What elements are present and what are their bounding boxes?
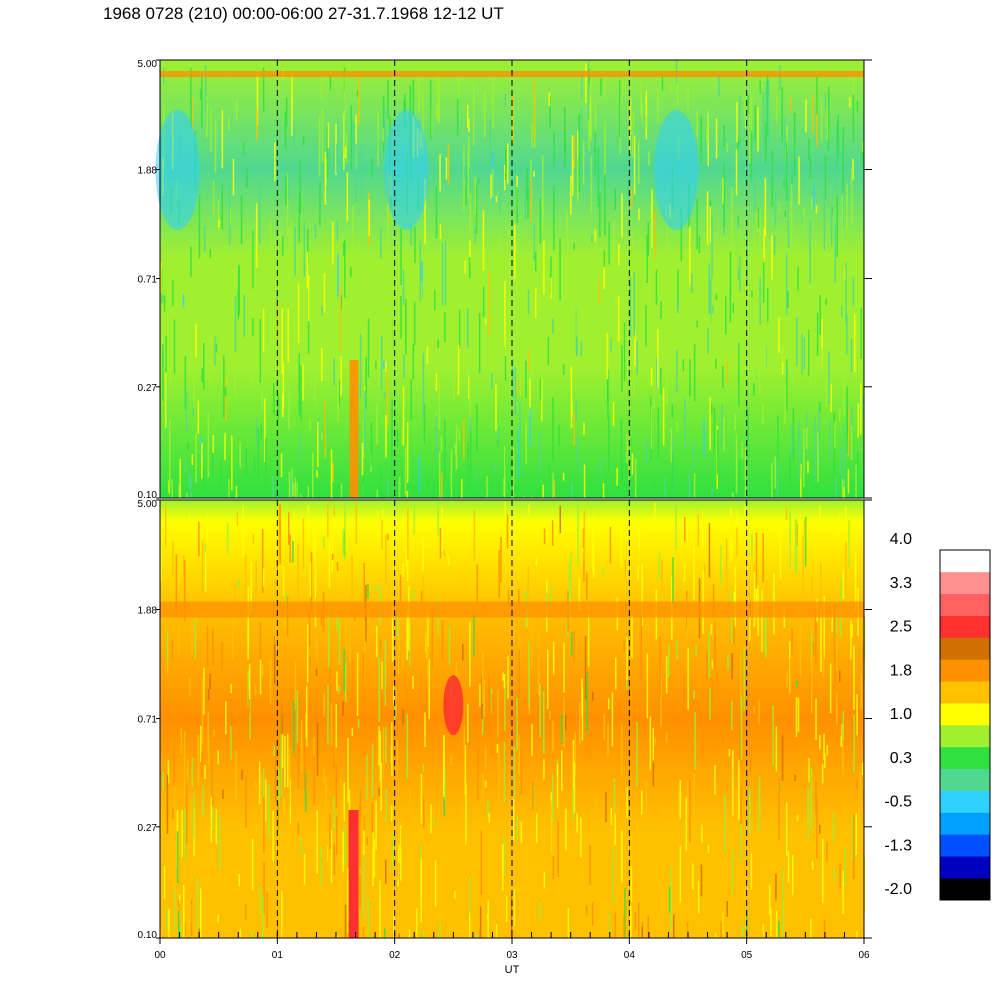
colorbar-segment [940,768,990,791]
vertical-streak [349,360,359,498]
x-axis-label: UT [505,964,520,976]
colorbar-segment [940,593,990,616]
spectrogram-panel-1: 5.00 1.88 0.71 0.27 0.10 [138,59,872,501]
colorbar-segment [940,571,990,595]
colorbar-segment [940,659,990,682]
hot-spot [443,675,464,736]
y-tick-label: 0.10 [138,490,158,501]
colorbar-segment [940,725,990,748]
colorbar-frame [939,549,991,901]
y-tick-label: 0.71 [138,275,158,286]
colorbar-segment [940,878,990,901]
y-tick-label: 5.00 [138,499,158,510]
x-tick-label: 06 [858,950,870,961]
colorbar-segment [940,746,990,770]
colorbar-segment [940,681,990,704]
colorbar-segment [940,703,990,726]
colorbar-label: 2.5 [890,619,912,636]
low-region-1 [155,110,200,230]
colorbar-label: 3.3 [890,575,912,592]
y-tick-label: 0.27 [138,823,158,834]
y-tick-label: 1.88 [138,166,158,177]
colorbar-segment [940,834,990,857]
x-tick-label: 03 [506,950,518,961]
colorbar-label: -0.5 [884,794,912,811]
colorbar-label: 1.0 [890,706,912,723]
colorbar-segment [940,550,990,573]
low-region-2 [384,110,429,230]
vertical-streak [348,810,359,938]
y-tick-label: 5.00 [138,59,158,70]
y-tick-label: 0.27 [138,383,158,394]
colorbar-label: -1.3 [884,837,912,854]
colorbar-segment [940,812,990,835]
x-tick-label: 01 [272,950,284,961]
colorbar-segment [940,615,990,638]
colorbar-segment [940,856,990,879]
x-tick-label: 00 [154,950,166,961]
y-tick-label: 0.10 [138,930,158,941]
y-tick-label: 1.88 [138,606,158,617]
colorbar-segment [940,790,990,813]
colorbar-label: 1.8 [890,662,912,679]
x-tick-label: 02 [389,950,401,961]
x-tick-label: 04 [624,950,636,961]
chart-title: 1968 0728 (210) 00:00-06:00 27-31.7.1968… [103,4,504,23]
colorbar-label: -2.0 [884,881,912,898]
spectrogram-panel-2: 5.00 1.88 0.71 0.27 0.10 [138,499,872,941]
low-region-3 [654,110,699,230]
colorbar-label: 4.0 [890,531,912,548]
y-tick-label: 0.71 [138,715,158,726]
frequency-band [160,601,864,618]
x-tick-label: 05 [741,950,753,961]
colorbar-segment [940,637,990,660]
colorbar-label: 0.3 [890,750,912,767]
spectrogram-texture [160,500,866,938]
